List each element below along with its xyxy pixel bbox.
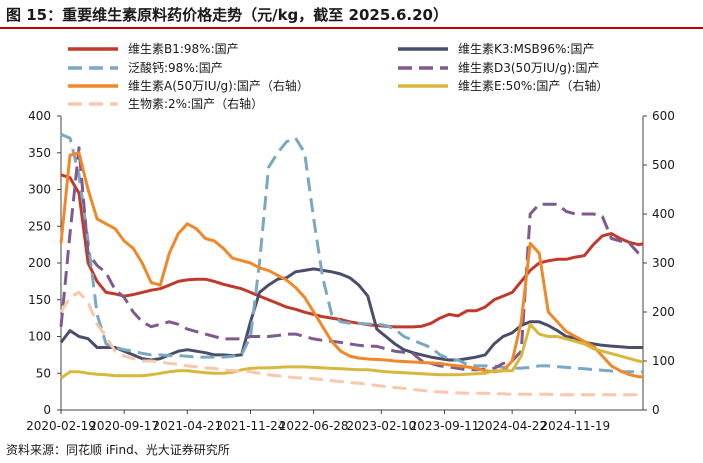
plot-area: [59, 133, 644, 397]
legend-label-3: 维生素D3(50万IU/g):国产: [458, 61, 600, 75]
right-tick-label: 200: [652, 305, 675, 319]
x-tick-label: 2024-11-19: [540, 419, 610, 433]
series-line-3: [59, 146, 644, 372]
x-tick-label: 2021-11-24: [216, 419, 286, 433]
left-tick-label: 100: [28, 330, 51, 344]
x-tick-label: 2023-02-10: [346, 419, 416, 433]
legend-label-0: 维生素B1:98%:国产: [128, 42, 239, 56]
source-note: 资料来源：同花顺 iFind、光大证券研究所: [6, 443, 230, 457]
right-tick-label: 100: [652, 354, 675, 368]
series-line-5: [60, 322, 644, 380]
legend: 维生素B1:98%:国产泛酸钙:98%:国产维生素A(50万IU/g):国产（右…: [68, 42, 608, 111]
x-tick-label: 2020-09-17: [89, 419, 159, 433]
legend-label-4: 维生素A(50万IU/g):国产（右轴）: [128, 78, 309, 93]
x-tick-label: 2020-02-19: [26, 419, 96, 433]
series-line-2: [60, 133, 643, 374]
axes: 0 50 100 150 200 250 300 350 400 0 100 200 300 400 500…: [26, 109, 675, 433]
legend-label-2: 泛酸钙:98%:国产: [128, 60, 223, 75]
series-line-0: [60, 173, 644, 329]
left-tick-label: 0: [43, 403, 51, 417]
x-tick-label: 2024-04-22: [477, 419, 547, 433]
chart-title: 图 15：重要维生素原料药价格走势（元/kg，截至 2025.6.20）: [6, 6, 448, 24]
left-tick-label: 200: [28, 256, 51, 270]
legend-label-6: 生物素:2%:国产（右轴）: [128, 96, 263, 111]
title-underline: [0, 27, 703, 29]
series-line-6: [59, 290, 643, 397]
x-tick-label: 2022-06-28: [279, 419, 349, 433]
right-tick-label: 400: [652, 207, 675, 221]
right-tick-label: 300: [652, 256, 675, 270]
legend-label-1: 维生素K3:MSB96%:国产: [458, 42, 594, 56]
right-tick-label: 0: [652, 403, 660, 417]
series-line-4: [59, 151, 643, 379]
right-tick-label: 600: [652, 109, 675, 123]
series-line-1: [59, 267, 643, 362]
right-tick-label: 500: [652, 158, 675, 172]
left-tick-label: 400: [28, 109, 51, 123]
left-tick-label: 350: [28, 146, 51, 160]
x-tick-label: 2023-09-11: [410, 419, 480, 433]
left-tick-label: 300: [28, 183, 51, 197]
left-tick-label: 50: [36, 366, 51, 380]
left-tick-label: 250: [28, 219, 51, 233]
legend-label-5: 维生素E:50%:国产（右轴）: [458, 78, 608, 93]
x-tick-label: 2021-04-21: [152, 419, 222, 433]
left-tick-label: 150: [28, 293, 51, 307]
